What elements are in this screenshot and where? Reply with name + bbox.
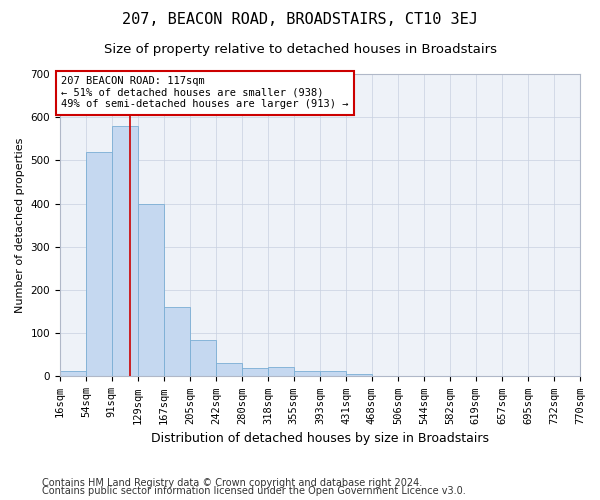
- Bar: [138, 204, 164, 376]
- Text: Size of property relative to detached houses in Broadstairs: Size of property relative to detached ho…: [104, 42, 497, 56]
- Y-axis label: Number of detached properties: Number of detached properties: [15, 138, 25, 313]
- Bar: [216, 362, 242, 376]
- Bar: [294, 372, 320, 376]
- Text: Contains public sector information licensed under the Open Government Licence v3: Contains public sector information licen…: [42, 486, 466, 496]
- Bar: [346, 374, 372, 376]
- X-axis label: Distribution of detached houses by size in Broadstairs: Distribution of detached houses by size …: [151, 432, 489, 445]
- Text: 207, BEACON ROAD, BROADSTAIRS, CT10 3EJ: 207, BEACON ROAD, BROADSTAIRS, CT10 3EJ: [122, 12, 478, 28]
- Text: Contains HM Land Registry data © Crown copyright and database right 2024.: Contains HM Land Registry data © Crown c…: [42, 478, 422, 488]
- Bar: [242, 368, 268, 376]
- Text: 207 BEACON ROAD: 117sqm
← 51% of detached houses are smaller (938)
49% of semi-d: 207 BEACON ROAD: 117sqm ← 51% of detache…: [61, 76, 349, 110]
- Bar: [112, 126, 137, 376]
- Bar: [320, 372, 346, 376]
- Bar: [164, 308, 190, 376]
- Bar: [60, 371, 86, 376]
- Bar: [268, 367, 294, 376]
- Bar: [86, 152, 112, 376]
- Bar: [190, 340, 217, 376]
